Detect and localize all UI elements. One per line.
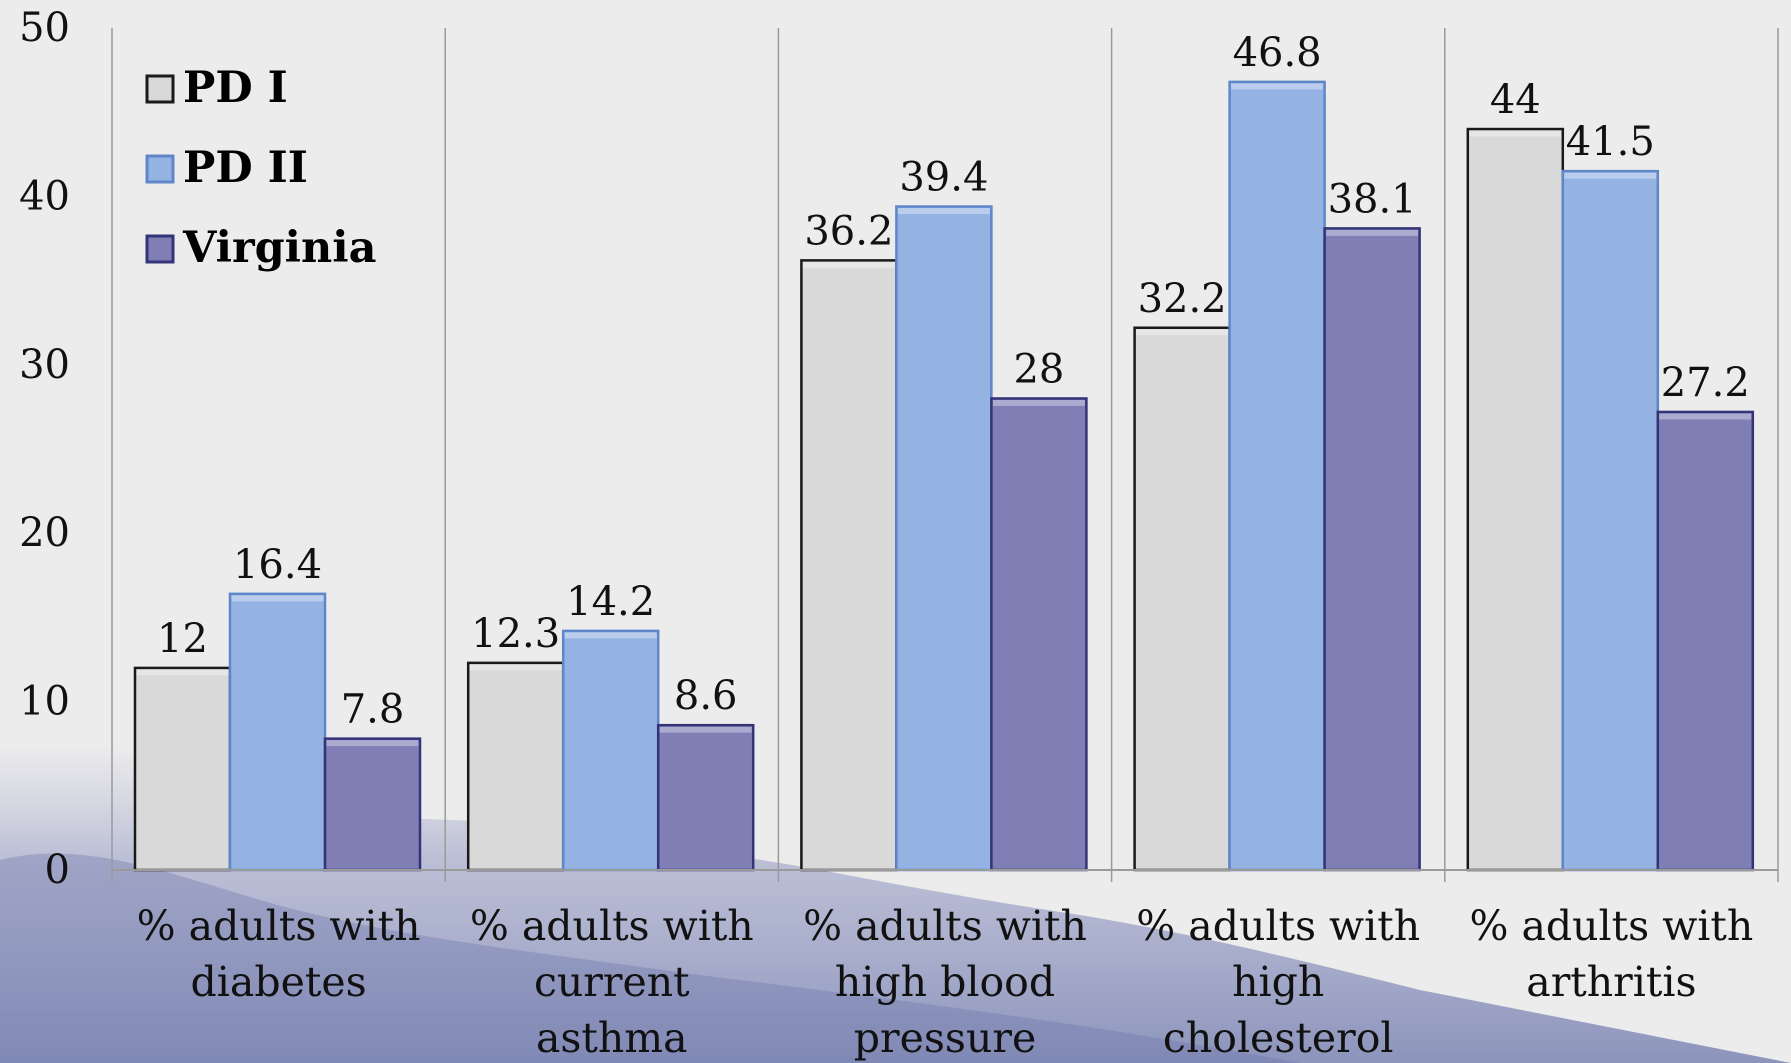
category-label: % adults with [137,902,421,950]
bar-highlight [802,261,895,268]
y-tick-label: 0 [45,847,70,893]
category-label: pressure [854,1014,1036,1062]
bar [323,737,422,872]
y-tick-label: 20 [19,510,70,556]
bar-highlight [136,669,229,676]
y-tick-label: 40 [19,173,70,219]
category-label: arthritis [1526,958,1696,1006]
category-label: diabetes [191,958,367,1006]
category-label: cholesterol [1163,1014,1394,1062]
data-label: 8.6 [674,673,738,719]
bar-highlight [1326,229,1419,236]
bar [561,629,660,872]
bar [466,661,565,872]
legend-label: Virginia [182,223,376,273]
bar [1323,227,1421,872]
y-tick-label: 50 [19,5,70,51]
bar [1133,326,1231,872]
data-label: 38.1 [1328,176,1417,222]
legend-label: PD II [183,143,308,193]
category-label: % adults with [803,902,1087,950]
data-label: 32.2 [1138,276,1227,322]
legend: PD I PD II Virginia [145,63,376,273]
data-label: 12 [157,616,208,662]
bar [895,205,993,872]
legend-label: PD I [183,63,288,113]
data-label: 28 [1013,346,1064,392]
data-label: 12.3 [471,611,560,657]
legend-swatch [145,154,175,184]
category-label: asthma [536,1014,688,1062]
bar [656,723,755,872]
bar-highlight [1231,83,1324,90]
bar [800,259,898,872]
data-label: 16.4 [233,542,322,588]
bar [228,592,327,872]
data-label: 44 [1490,77,1541,123]
bar-highlight [1469,130,1562,137]
background-mountains [0,745,1791,1063]
bar-highlight [659,726,752,733]
data-label: 7.8 [341,687,405,733]
bar-highlight [326,740,419,747]
bar-highlight [1564,172,1657,179]
category-label: high [1232,958,1324,1006]
data-label: 14.2 [566,579,655,625]
category-label: high blood [835,958,1055,1006]
data-label: 41.5 [1566,119,1655,165]
bar [133,666,232,872]
bar [1656,410,1755,872]
bar-highlight [564,632,657,639]
category-label: current [534,958,690,1006]
data-label: 39.4 [899,155,988,201]
bar [1466,127,1565,872]
bar-highlight [469,664,562,671]
legend-swatch [145,74,175,104]
bar-highlight [1659,413,1752,420]
bar-highlight [992,399,1085,406]
data-label: 46.8 [1233,30,1322,76]
y-tick-label: 30 [19,342,70,388]
legend-swatch [145,234,175,264]
bars [133,80,1755,872]
y-tick-label: 10 [19,679,70,725]
category-label: % adults with [1469,902,1753,950]
category-grid [111,28,1779,882]
bar-highlight [1136,329,1229,336]
category-label: % adults with [1136,902,1420,950]
bar [1228,80,1326,872]
bar-highlight [897,208,990,215]
bar-highlight [231,595,324,602]
bar [990,397,1088,872]
data-label: 27.2 [1661,360,1750,406]
labels: 12 12.3 36.2 32.2 44 16.4 14.2 39.4 46.8 41.5 7.8 8… [137,30,1754,1062]
category-label: % adults with [470,902,754,950]
data-label: 36.2 [804,208,893,254]
axes: 0 10 20 30 40 50 [19,5,1778,893]
bar [1561,169,1660,872]
